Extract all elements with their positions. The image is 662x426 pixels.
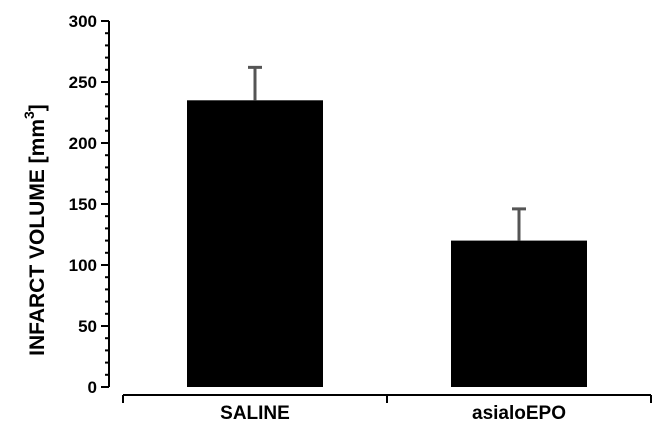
y-axis-label-main: INFARCT VOLUME [mm [26, 119, 49, 356]
y-tick-label: 300 [69, 12, 97, 31]
x-axis [122, 394, 652, 403]
y-axis: 0 50 100 150 200 250 300 [69, 12, 110, 397]
bar-asialoepo [451, 240, 587, 387]
y-tick-label: 250 [69, 73, 97, 92]
y-axis-label: INFARCT VOLUME [mm3] [21, 104, 49, 356]
y-axis-label-superscript: 3 [21, 111, 37, 119]
bars [187, 100, 587, 388]
bar-saline [187, 100, 323, 388]
y-axis-label-suffix: ] [26, 104, 49, 111]
y-tick-label: 0 [88, 378, 97, 397]
category-label: asialoEPO [472, 403, 566, 424]
y-tick-label: 50 [78, 317, 97, 336]
error-bars [248, 65, 526, 241]
y-tick-label: 200 [69, 134, 97, 153]
category-label: SALINE [220, 403, 290, 424]
category-labels: SALINE asialoEPO [220, 403, 566, 424]
y-tick-label: 150 [69, 195, 97, 214]
y-tick-label: 100 [69, 256, 97, 275]
